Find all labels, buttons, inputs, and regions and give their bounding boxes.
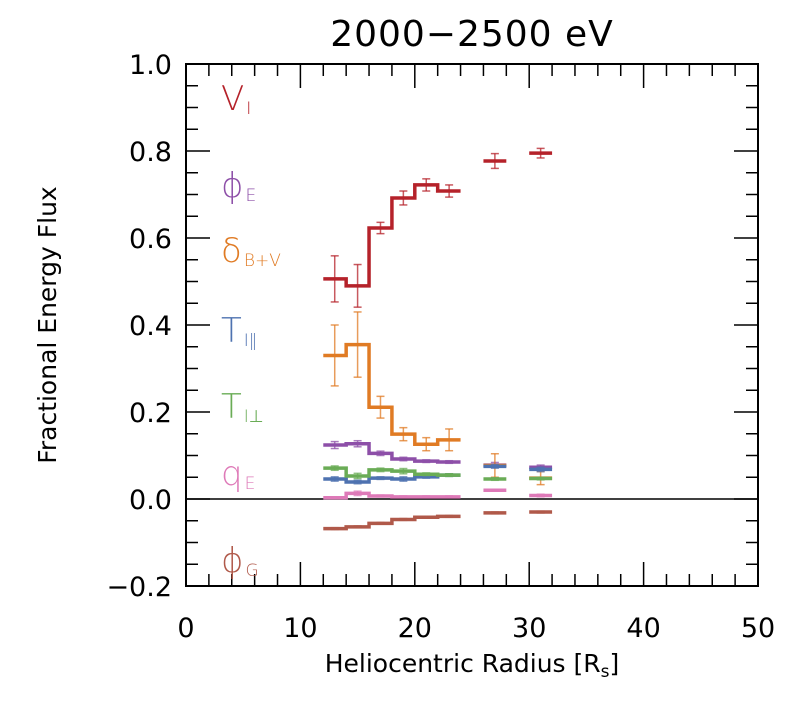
data-point xyxy=(424,515,428,519)
step-line xyxy=(323,466,461,478)
chart-title: 2000−2500 eV xyxy=(330,14,614,55)
data-point xyxy=(378,226,382,230)
y-tick-label: 0.4 xyxy=(129,311,172,342)
data-point xyxy=(447,495,451,499)
tick-labels: 0 10 20 30 40 50 −0.2 0.0 0.2 0.4 0.6 0.8 1.0 xyxy=(106,50,775,644)
legend-subscript: E xyxy=(245,186,256,206)
legend-subscript: I⊥ xyxy=(244,407,264,427)
legend-symbol: V xyxy=(221,79,244,119)
data-point xyxy=(333,477,337,481)
data-point xyxy=(447,189,451,193)
data-point xyxy=(378,451,382,455)
x-axis-label: Heliocentric Radius [Rs] xyxy=(325,649,620,682)
legend-symbol: q xyxy=(221,454,243,494)
data-point xyxy=(378,476,382,480)
data-point xyxy=(401,457,405,461)
step-line xyxy=(323,514,461,531)
legend-subscript: B+V xyxy=(244,251,281,271)
legend-subscript: E xyxy=(245,474,256,494)
plot-frame xyxy=(185,63,759,587)
data-point xyxy=(424,459,428,463)
x-tick-label: 40 xyxy=(626,613,660,644)
legend-symbol: ϕ xyxy=(221,166,243,206)
data-point xyxy=(333,353,337,357)
data-point xyxy=(356,284,360,288)
data-point xyxy=(356,525,360,529)
data-point xyxy=(356,491,360,495)
legend-symbol: ϕ xyxy=(221,541,243,581)
data-point xyxy=(378,468,382,472)
data-point xyxy=(447,473,451,477)
data-point xyxy=(447,460,451,464)
y-tick-label: 0.6 xyxy=(129,224,172,255)
x-axis-label-main: Heliocentric Radius [R xyxy=(325,649,601,678)
y-tick-label: 0.2 xyxy=(129,398,172,429)
y-tick-label: 0.0 xyxy=(129,485,172,516)
x-tick-label: 0 xyxy=(177,613,194,644)
step-line xyxy=(323,491,461,500)
data-point xyxy=(333,527,337,531)
x-tick-label: 20 xyxy=(398,613,432,644)
x-axis-label-end: ] xyxy=(610,649,620,678)
data-point xyxy=(401,477,405,481)
data-point xyxy=(401,196,405,200)
data-point xyxy=(333,443,337,447)
series-q-e xyxy=(323,488,553,500)
legend-symbol: T xyxy=(221,311,242,351)
data-point xyxy=(378,405,382,409)
data-point xyxy=(447,514,451,518)
data-point xyxy=(401,469,405,473)
data-point xyxy=(356,343,360,347)
series-delta-b-v xyxy=(323,311,553,486)
step-line xyxy=(323,183,461,288)
series-t-i-perp xyxy=(323,465,553,482)
y-axis-label: Fractional Energy Flux xyxy=(33,186,62,463)
x-axis-label-sub: s xyxy=(601,662,610,682)
data-point xyxy=(401,517,405,521)
y-tick-label: 0.8 xyxy=(129,137,172,168)
series-v-i xyxy=(323,147,553,308)
data-point xyxy=(333,466,337,470)
x-tick-label: 30 xyxy=(512,613,546,644)
data-point xyxy=(424,472,428,476)
axis-ticks xyxy=(185,63,759,587)
data-point xyxy=(401,495,405,499)
legend: V Iϕ Eδ B+VT I‖T I⊥q Eϕ G xyxy=(221,79,281,581)
x-tick-label: 50 xyxy=(741,613,775,644)
y-tick-label: −0.2 xyxy=(106,572,172,603)
y-tick-label: 1.0 xyxy=(129,50,172,81)
legend-entry: T I⊥ xyxy=(221,387,264,427)
legend-entry: T I‖ xyxy=(221,311,257,351)
legend-entry: δ B+V xyxy=(221,231,281,271)
data-point xyxy=(401,432,405,436)
legend-subscript: I xyxy=(246,99,251,119)
data-point xyxy=(378,494,382,498)
data-point xyxy=(424,442,428,446)
data-point xyxy=(378,521,382,525)
data-point xyxy=(356,480,360,484)
data-point xyxy=(333,496,337,500)
legend-symbol: δ xyxy=(221,231,242,271)
data-point xyxy=(424,495,428,499)
data-point xyxy=(424,183,428,187)
step-line xyxy=(323,342,461,446)
legend-subscript: I‖ xyxy=(244,331,258,351)
legend-symbol: T xyxy=(221,387,242,427)
series-group xyxy=(323,147,553,531)
legend-subscript: G xyxy=(245,561,258,581)
step-line xyxy=(323,442,461,464)
data-point xyxy=(333,277,337,281)
data-point xyxy=(356,442,360,446)
series-phi-g xyxy=(323,510,553,531)
data-point xyxy=(356,474,360,478)
x-tick-label: 10 xyxy=(283,613,317,644)
data-point xyxy=(447,438,451,442)
